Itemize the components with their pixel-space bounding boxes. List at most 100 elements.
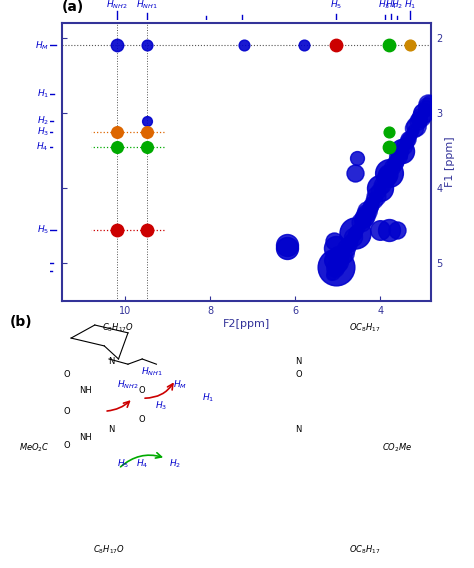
Text: $H_5$: $H_5$ bbox=[117, 457, 129, 470]
Point bbox=[410, 126, 417, 135]
Text: $H_1$: $H_1$ bbox=[36, 88, 49, 101]
Text: (b): (b) bbox=[9, 315, 32, 328]
Point bbox=[400, 143, 407, 152]
Point bbox=[332, 262, 339, 272]
Point bbox=[376, 185, 383, 194]
Point bbox=[143, 116, 150, 125]
Point bbox=[417, 112, 424, 122]
Point bbox=[113, 127, 121, 136]
Point bbox=[113, 41, 121, 50]
Text: $H_4$: $H_4$ bbox=[385, 0, 397, 11]
Text: $MeO_2C$: $MeO_2C$ bbox=[19, 441, 50, 454]
Point bbox=[376, 225, 384, 234]
Point bbox=[350, 231, 357, 240]
Point bbox=[365, 204, 373, 214]
Point bbox=[381, 176, 389, 185]
Point bbox=[419, 108, 427, 118]
Point bbox=[414, 117, 422, 126]
Point bbox=[376, 183, 384, 193]
Point bbox=[113, 225, 121, 234]
Text: $H_5$: $H_5$ bbox=[329, 0, 342, 11]
Point bbox=[396, 150, 403, 159]
Point bbox=[335, 257, 343, 266]
Point bbox=[333, 261, 340, 270]
Point bbox=[422, 104, 429, 113]
Point bbox=[397, 148, 404, 157]
Point bbox=[374, 189, 381, 198]
Point bbox=[330, 266, 338, 275]
Point bbox=[361, 211, 369, 220]
Point bbox=[367, 200, 375, 209]
Text: O: O bbox=[139, 415, 146, 424]
Point bbox=[354, 224, 361, 233]
Point bbox=[406, 132, 413, 141]
Text: $H_2$: $H_2$ bbox=[169, 457, 182, 470]
Point bbox=[398, 146, 405, 155]
Point bbox=[357, 218, 365, 227]
Point bbox=[344, 242, 351, 251]
Point bbox=[332, 41, 339, 50]
Point bbox=[402, 139, 410, 148]
Point bbox=[384, 169, 392, 178]
Text: $H_3$: $H_3$ bbox=[378, 0, 391, 11]
Point bbox=[332, 244, 339, 253]
X-axis label: F2[ppm]: F2[ppm] bbox=[223, 319, 270, 329]
Text: $H_1$: $H_1$ bbox=[202, 392, 215, 404]
Text: $CO_2Me$: $CO_2Me$ bbox=[382, 441, 412, 454]
Point bbox=[143, 225, 150, 234]
Point bbox=[393, 154, 401, 163]
Point bbox=[383, 172, 391, 181]
Point bbox=[385, 143, 392, 152]
Point bbox=[420, 106, 428, 115]
Point bbox=[385, 127, 392, 136]
Point bbox=[340, 248, 347, 257]
Text: (a): (a) bbox=[62, 1, 84, 14]
Point bbox=[385, 41, 392, 50]
Point bbox=[113, 143, 121, 152]
Point bbox=[426, 97, 433, 106]
Text: O: O bbox=[139, 386, 146, 395]
Point bbox=[390, 161, 397, 170]
Text: NH: NH bbox=[79, 433, 91, 442]
Point bbox=[330, 255, 337, 264]
Point bbox=[143, 143, 150, 152]
Point bbox=[368, 198, 376, 207]
Text: $H_M$: $H_M$ bbox=[35, 39, 49, 52]
Point bbox=[374, 187, 382, 196]
Point bbox=[330, 236, 337, 245]
Point bbox=[413, 119, 420, 128]
Point bbox=[404, 135, 412, 144]
Point bbox=[385, 169, 392, 178]
Point bbox=[408, 128, 416, 137]
Point bbox=[337, 253, 345, 262]
Point bbox=[403, 136, 411, 145]
Point bbox=[113, 127, 121, 136]
Text: NH: NH bbox=[79, 386, 91, 395]
Point bbox=[113, 225, 121, 234]
Point bbox=[362, 209, 370, 218]
Text: $H_2$: $H_2$ bbox=[391, 0, 403, 11]
Point bbox=[343, 244, 350, 253]
Point bbox=[386, 167, 393, 176]
Text: N: N bbox=[295, 425, 302, 434]
Point bbox=[412, 121, 419, 130]
Point bbox=[334, 252, 342, 261]
Point bbox=[424, 99, 432, 108]
Point bbox=[349, 233, 356, 242]
Point bbox=[364, 207, 371, 216]
Point bbox=[387, 165, 395, 174]
Text: $H_3$: $H_3$ bbox=[155, 400, 167, 412]
Point bbox=[380, 178, 387, 187]
Text: O: O bbox=[63, 407, 70, 416]
Point bbox=[372, 191, 380, 201]
Text: $OC_8H_{17}$: $OC_8H_{17}$ bbox=[349, 544, 381, 556]
Point bbox=[351, 229, 359, 238]
Text: $H_5$: $H_5$ bbox=[36, 223, 49, 236]
Point bbox=[113, 143, 121, 152]
Text: $H_4$: $H_4$ bbox=[136, 457, 148, 470]
Text: $H_4$: $H_4$ bbox=[36, 141, 49, 153]
Point bbox=[366, 202, 374, 211]
Point bbox=[419, 108, 427, 117]
Text: $H_3$: $H_3$ bbox=[36, 126, 49, 138]
Point bbox=[406, 41, 414, 50]
